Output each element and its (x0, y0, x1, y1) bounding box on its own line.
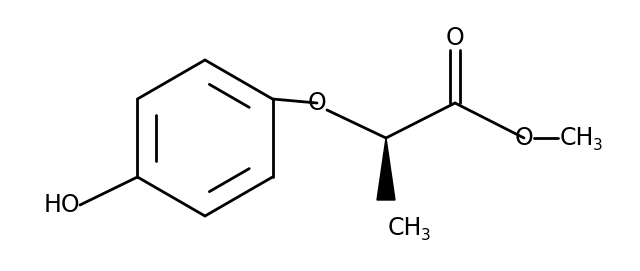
Text: 3: 3 (421, 227, 431, 243)
Text: O: O (308, 91, 326, 115)
Text: 3: 3 (593, 137, 603, 153)
Text: CH: CH (388, 216, 422, 240)
Text: O: O (515, 126, 533, 150)
Text: CH: CH (560, 126, 595, 150)
Text: HO: HO (44, 193, 80, 217)
Text: O: O (445, 26, 465, 50)
Polygon shape (377, 138, 395, 200)
